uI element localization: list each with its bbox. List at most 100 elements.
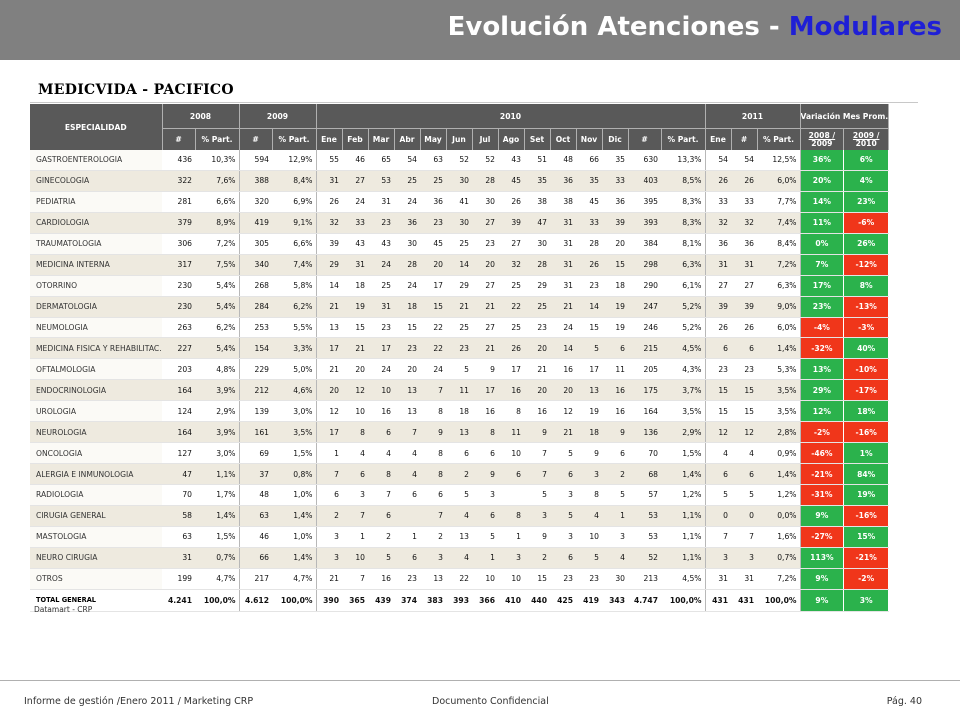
- cell-n2009: 268: [239, 275, 272, 297]
- cell-month-2010-8: 2: [524, 547, 550, 569]
- cell-month-2010-4: 8: [420, 400, 446, 423]
- row-especialidad: GASTROENTEROLOGIA: [30, 150, 162, 171]
- cell-month-2010-6: 20: [472, 254, 498, 276]
- table-row: ALERGIA E INMUNOLOGIA 47 1,1% 37 0,8% 7 6 8 4 8 2 9…: [30, 463, 890, 485]
- cell-p2009: 9,1%: [272, 212, 317, 234]
- cell-month-2010-1: 33: [342, 212, 368, 234]
- cell-month-2010-4: 25: [420, 170, 446, 192]
- cell-e2011: 23: [705, 358, 731, 381]
- cell-n2008: 58: [162, 505, 195, 527]
- cell-month-2010-0: 20: [316, 379, 342, 402]
- cell-month-2010-7: 16: [498, 379, 524, 402]
- header-month-2010-8: Set: [524, 128, 551, 150]
- header-p2010: % Part.: [661, 128, 706, 150]
- cell-month-2010-3: 4: [394, 463, 420, 485]
- cell-variation-v2: 84%: [843, 463, 890, 485]
- cell-month-2010-6: 52: [472, 150, 498, 171]
- cell-p2009: 1,0%: [272, 484, 317, 506]
- cell-e2011: 431: [705, 588, 731, 612]
- cell-month-2010-3: 23: [394, 568, 420, 590]
- row-especialidad: DERMATOLOGIA: [30, 296, 162, 318]
- cell-month-2010-3: [394, 505, 420, 527]
- table-row: GINECOLOGIA 322 7,6% 388 8,4% 31 27 53 25 25 30 28 4…: [30, 170, 890, 192]
- cell-n2011: 15: [731, 379, 757, 402]
- cell-variation-v2: -3%: [843, 317, 890, 339]
- cell-month-2010-10: 9: [576, 442, 602, 465]
- cell-variation-v2: 3%: [843, 588, 890, 612]
- cell-month-2010-5: 5: [446, 484, 472, 506]
- table-row: CARDIOLOGIA 379 8,9% 419 9,1% 32 33 23 36 23 30 27 3…: [30, 212, 890, 234]
- cell-month-2010-3: 7: [394, 421, 420, 444]
- cell-month-2010-9: 5: [550, 505, 576, 527]
- header-year-2008: 2008: [162, 104, 240, 129]
- cell-e2011: 15: [705, 400, 731, 423]
- cell-month-2010-4: 15: [420, 296, 446, 318]
- table-header: ESPECIALIDAD 2008 2009 2010 2011 Variaci…: [30, 104, 890, 150]
- cell-e2011: 26: [705, 170, 731, 192]
- cell-month-2010-6: 9: [472, 463, 498, 485]
- cell-p2009: 0,8%: [272, 463, 317, 485]
- cell-n2009: 37: [239, 463, 272, 485]
- cell-month-2010-5: 11: [446, 379, 472, 402]
- cell-month-2010-9: 31: [550, 212, 576, 234]
- cell-month-2010-7: 45: [498, 170, 524, 192]
- cell-month-2010-9: 36: [550, 170, 576, 192]
- header-month-2010-2: Mar: [368, 128, 395, 150]
- cell-n2009: 212: [239, 379, 272, 402]
- cell-n2009: 388: [239, 170, 272, 192]
- cell-month-2010-3: 20: [394, 358, 420, 381]
- cell-month-2010-8: 20: [524, 379, 550, 402]
- row-especialidad: CIRUGIA GENERAL: [30, 505, 162, 527]
- cell-p2008: 6,6%: [195, 191, 240, 213]
- cell-n2011: 31: [731, 568, 757, 590]
- cell-variation-v2: 15%: [843, 526, 890, 548]
- cell-n2008: 379: [162, 212, 195, 234]
- header-variation-0-line2: 2009: [811, 138, 833, 148]
- cell-month-2010-11: 18: [602, 275, 628, 297]
- cell-p2011: 3,5%: [757, 400, 801, 423]
- cell-n2010: 630: [628, 150, 661, 171]
- header-variacion: Variación Mes Prom.: [800, 104, 890, 129]
- cell-month-2010-6: 10: [472, 568, 498, 590]
- cell-month-2010-3: 24: [394, 191, 420, 213]
- cell-month-2010-10: 45: [576, 191, 602, 213]
- cell-month-2010-11: 16: [602, 379, 628, 402]
- cell-variation-v2: -10%: [843, 358, 890, 381]
- header-n2009: #: [239, 128, 273, 150]
- cell-month-2010-11: 9: [602, 421, 628, 444]
- cell-month-2010-11: 11: [602, 358, 628, 381]
- cell-month-2010-2: 4: [368, 442, 394, 465]
- row-especialidad: RADIOLOGIA: [30, 484, 162, 506]
- cell-month-2010-7: 10: [498, 568, 524, 590]
- cell-month-2010-3: 6: [394, 547, 420, 569]
- cell-n2010: 395: [628, 191, 661, 213]
- cell-month-2010-7: 10: [498, 442, 524, 465]
- row-especialidad: CARDIOLOGIA: [30, 212, 162, 234]
- cell-variation-v1: 17%: [800, 275, 845, 297]
- cell-p2011: 100,0%: [757, 588, 801, 612]
- cell-month-2010-9: 31: [550, 233, 576, 255]
- cell-month-2010-8: 15: [524, 568, 550, 590]
- cell-month-2010-10: 4: [576, 505, 602, 527]
- cell-p2011: 3,5%: [757, 379, 801, 402]
- cell-variation-v2: 18%: [843, 400, 890, 423]
- cell-n2010: 53: [628, 505, 661, 527]
- cell-month-2010-6: 5: [472, 526, 498, 548]
- cell-month-2010-5: 23: [446, 337, 472, 360]
- cell-p2011: 7,7%: [757, 191, 801, 213]
- cell-p2010: 1,1%: [661, 526, 706, 548]
- cell-p2008: 5,4%: [195, 296, 240, 318]
- cell-month-2010-5: 22: [446, 568, 472, 590]
- cell-month-2010-7: [498, 484, 524, 506]
- cell-p2008: 4,7%: [195, 568, 240, 590]
- cell-e2011: 5: [705, 484, 731, 506]
- cell-month-2010-8: 28: [524, 254, 550, 276]
- cell-month-2010-7: 11: [498, 421, 524, 444]
- cell-month-2010-3: 4: [394, 442, 420, 465]
- cell-n2009: 320: [239, 191, 272, 213]
- cell-p2011: 6,0%: [757, 317, 801, 339]
- cell-variation-v1: -2%: [800, 421, 845, 444]
- cell-month-2010-2: 24: [368, 358, 394, 381]
- header-p2008: % Part.: [195, 128, 240, 150]
- row-especialidad: OTORRINO: [30, 275, 162, 297]
